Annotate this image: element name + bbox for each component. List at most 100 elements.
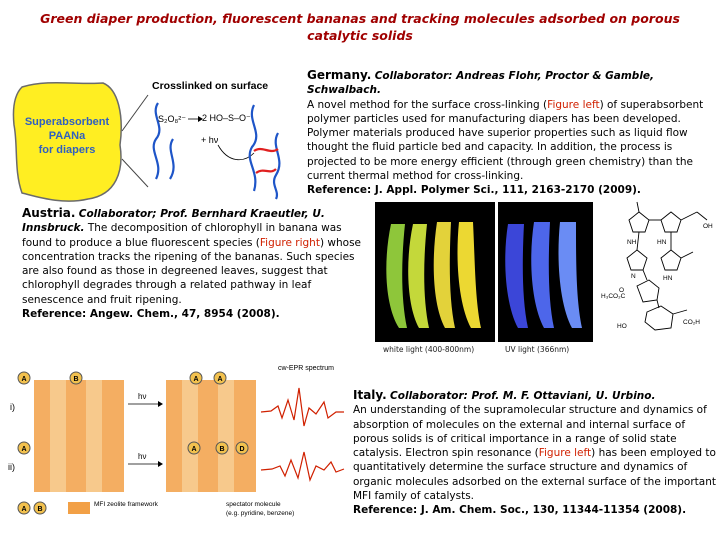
side-chain-oh	[680, 211, 698, 221]
polymer-chain-3	[248, 104, 258, 192]
chem-label-nh: NH	[627, 239, 637, 246]
germany-section: Germany. Collaborator: Andreas Flohr, Pr…	[307, 68, 717, 198]
chem-label-co2h: CO₂H	[683, 319, 700, 326]
bridge-left	[636, 231, 640, 251]
italy-reference: Reference: J. Am. Chem. Soc., 130, 11344…	[353, 504, 687, 517]
page-title: Green diaper production, fluorescent ban…	[40, 11, 680, 43]
molecule-a-5-label: A	[191, 446, 196, 453]
germany-collaborator: Collaborator: Andreas Flohr, Proctor & G…	[307, 70, 655, 97]
italy-country: Italy.	[353, 388, 387, 402]
banana-uv-1	[505, 224, 528, 328]
zeolite-block-left	[34, 380, 124, 492]
molecule-a-1-label: A	[21, 376, 26, 383]
hv-arrow-2-head	[158, 461, 163, 467]
crosslink-heading: Crosslinked on surface	[152, 80, 268, 92]
italy-section: Italy. Collaborator: Prof. M. F. Ottavia…	[353, 388, 717, 518]
chem-label-hn-2: HN	[663, 275, 673, 282]
legend-molecule-b	[33, 501, 47, 515]
molecule-d-1	[235, 441, 249, 455]
chem-label-ho: HO	[617, 323, 627, 330]
banana-uv-2	[531, 222, 554, 328]
molecule-a-2	[189, 371, 203, 385]
chem-left: S₂O₈²⁻	[158, 114, 186, 124]
molecule-b-1-label: B	[73, 376, 78, 383]
austria-text-2: ) whose concentration tracks the ripenin…	[22, 236, 361, 306]
pyrrole-ring-d	[660, 249, 682, 271]
caption-uv-light: UV light (366nm)	[505, 345, 570, 354]
banana-4	[457, 222, 481, 328]
box-label-2: PAANa	[49, 130, 86, 142]
legend-molecule-a-label: A	[21, 506, 26, 513]
banana-white-light-photo	[375, 202, 495, 342]
germany-reference: Reference: J. Appl. Polymer Sci., 111, 2…	[307, 184, 641, 197]
legend-molecule-a	[17, 501, 31, 515]
austria-text-1: The decomposition of chlorophyll in bana…	[22, 222, 342, 249]
box-label-3: for diapers	[39, 144, 96, 156]
austria-collaborator: Collaborator; Prof. Bernhard Kraeutler, …	[22, 208, 325, 235]
legend-zeolite-label: MFI zeolite framework	[94, 501, 159, 508]
molecule-a-3	[213, 371, 227, 385]
molecule-b-2-label: B	[219, 446, 224, 453]
germany-text-2: ) of superabsorbent polymer particles us…	[307, 98, 704, 183]
molecule-b-1	[69, 371, 83, 385]
chlorophyll-structure: NH HN OH H₃CO₂C HO CO₂H O N HN	[601, 201, 713, 331]
banana-3	[433, 222, 455, 328]
banana-uv-3	[558, 222, 582, 328]
austria-section: Austria. Collaborator; Prof. Bernhard Kr…	[22, 206, 370, 321]
molecule-a-3-label: A	[217, 376, 222, 383]
co2h-bond	[672, 309, 688, 315]
legend-spectator-label: spectator molecule	[226, 501, 281, 508]
caption-white-light: white light (400-800nm)	[383, 345, 475, 354]
austria-country: Austria.	[22, 206, 76, 220]
hv-label-1: hν	[138, 392, 146, 401]
banana-1	[386, 224, 407, 328]
austria-figure-ref: Figure right	[259, 236, 320, 249]
reaction-arrow-head	[198, 116, 203, 122]
molecule-a-1	[17, 371, 31, 385]
chem-label-hn: HN	[657, 239, 667, 246]
molecule-a-4	[17, 441, 31, 455]
bridge-lower	[642, 269, 648, 281]
banana-uv-light-photo	[498, 202, 593, 342]
germany-text-1: A novel method for the surface cross-lin…	[307, 98, 548, 111]
bridge-sugar	[656, 299, 660, 309]
molecule-a-5	[187, 441, 201, 455]
crosslink-bond-1	[253, 147, 279, 153]
legend-molecule-b-label: B	[37, 506, 42, 513]
box-label-1: Superabsorbent	[25, 116, 110, 128]
polymer-chain-4	[272, 132, 281, 200]
hv-arrow-1-head	[158, 401, 163, 407]
crosslink-bond-2	[255, 168, 277, 174]
row-label-1: i)	[10, 402, 15, 412]
molecule-d-1-label: D	[239, 446, 244, 453]
chem-label-h3co2c: H₃CO₂C	[601, 293, 626, 300]
polymer-chain-1	[152, 102, 161, 180]
methyl-top	[636, 201, 640, 213]
austria-reference: Reference: Angew. Chem., 47, 8954 (2008)…	[22, 308, 280, 321]
pyrrole-ring-c	[626, 249, 648, 271]
polymer-blob	[12, 81, 122, 202]
germany-figure-ref: Figure left	[547, 98, 600, 111]
italy-text-1: An understanding of the supramolecular s…	[353, 404, 707, 460]
hv-label-2: hν	[138, 452, 146, 461]
pointer-line-bottom	[121, 158, 149, 188]
ring-e	[636, 279, 660, 303]
sugar-ring	[644, 305, 674, 331]
epr-spectrum-2	[260, 451, 345, 482]
chem-label-n: N	[631, 273, 636, 280]
molecule-b-2	[215, 441, 229, 455]
vinyl	[680, 251, 694, 259]
side-chain-oh-2	[696, 211, 708, 221]
italy-collaborator: Collaborator: Prof. M. F. Ottaviani, U. …	[390, 390, 656, 402]
banana-2	[408, 224, 429, 328]
legend-spectator-example: (e.g. pyridine, benzene)	[226, 510, 294, 517]
molecule-a-4-label: A	[21, 446, 26, 453]
molecule-a-2-label: A	[193, 376, 198, 383]
pyrrole-ring-b	[660, 211, 682, 233]
zeolite-block-right	[166, 380, 256, 492]
legend-zeolite-swatch	[68, 502, 90, 514]
pointer-line-top	[121, 94, 149, 132]
germany-country: Germany.	[307, 68, 372, 82]
row-label-2: ii)	[8, 462, 15, 472]
chem-label-oh: OH	[703, 223, 713, 230]
